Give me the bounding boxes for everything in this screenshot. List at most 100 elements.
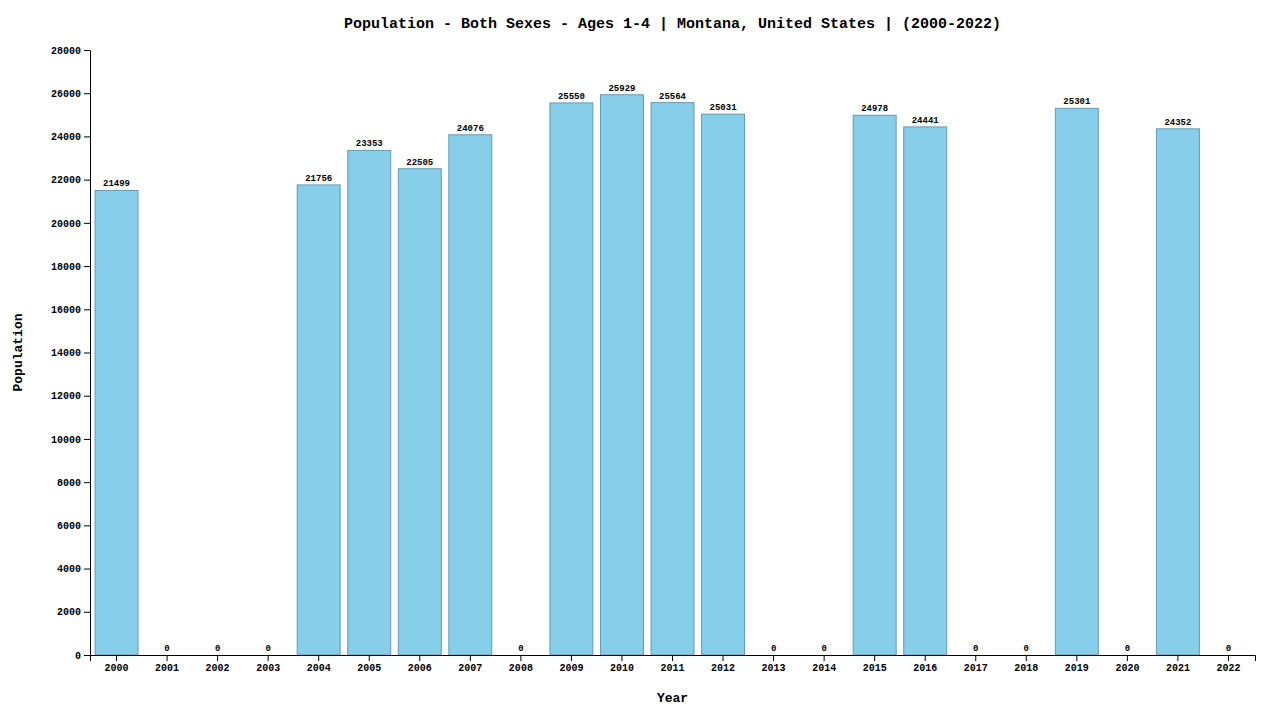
y-tick-label: 6000: [57, 521, 81, 532]
bar: [398, 169, 441, 655]
data-label: 0: [1024, 644, 1029, 654]
plot: 2000200120022003200420052006200720082009…: [51, 46, 1256, 674]
x-tick-mark: [1026, 655, 1027, 661]
x-tick: 2019: [1065, 655, 1089, 674]
data-label: 24352: [1164, 118, 1191, 128]
x-tick-label: 2000: [105, 663, 129, 674]
bar: [95, 190, 138, 655]
x-tick-label: 2003: [256, 663, 280, 674]
data-label: 21756: [305, 174, 332, 184]
bar: [651, 103, 694, 655]
x-tick: 2014: [812, 655, 836, 674]
bar: [1005, 655, 1048, 656]
y-tick-label: 10000: [51, 435, 81, 446]
y-tick-label: 22000: [51, 175, 81, 186]
x-tick-label: 2013: [762, 663, 786, 674]
x-tick: 2007: [458, 655, 482, 674]
x-tick-label: 2004: [307, 663, 331, 674]
data-label: 0: [265, 644, 270, 654]
y-tick-label: 20000: [51, 219, 81, 230]
y-tick-mark: [84, 309, 90, 310]
x-tick-label: 2016: [913, 663, 937, 674]
y-tick: 18000: [51, 262, 90, 273]
x-tick: 2010: [610, 655, 634, 674]
y-tick-mark: [84, 612, 90, 613]
y-tick: 6000: [57, 521, 90, 532]
x-tick-mark: [1177, 655, 1178, 661]
x-tick: 2018: [1014, 655, 1038, 674]
x-tick: 2016: [913, 655, 937, 674]
bar: [1106, 655, 1149, 656]
x-tick: 2001: [155, 655, 179, 674]
bar: [449, 135, 492, 655]
x-tick-label: 2022: [1216, 663, 1240, 674]
x-tick-label: 2012: [711, 663, 735, 674]
bar: [297, 185, 340, 655]
y-tick-label: 0: [75, 651, 81, 662]
x-tick-mark: [925, 655, 926, 661]
x-tick-mark: [621, 655, 622, 661]
y-tick-label: 8000: [57, 478, 81, 489]
bar: [196, 655, 239, 656]
x-tick-label: 2019: [1065, 663, 1089, 674]
data-label: 25550: [558, 92, 585, 102]
x-tick-mark: [116, 655, 117, 661]
data-label: 24441: [912, 116, 940, 126]
x-tick-label: 2017: [964, 663, 988, 674]
y-tick: 8000: [57, 478, 90, 489]
y-tick-mark: [84, 50, 90, 51]
y-tick-label: 28000: [51, 46, 81, 57]
data-label: 0: [973, 644, 978, 654]
y-tick-label: 2000: [57, 607, 81, 618]
x-tick: 2003: [256, 655, 280, 674]
x-tick-mark: [824, 655, 825, 661]
y-tick-label: 26000: [51, 89, 81, 100]
y-tick-mark: [84, 93, 90, 94]
x-tick-mark: [470, 655, 471, 661]
bar: [1207, 655, 1250, 656]
x-tick-mark: [874, 655, 875, 661]
bar: [954, 655, 997, 656]
y-axis-line: [84, 51, 91, 656]
y-tick: 28000: [51, 46, 90, 57]
data-labels: 2149900021756233532250524076025550259292…: [103, 84, 1231, 654]
bar: [499, 655, 542, 656]
y-tick: 4000: [57, 564, 90, 575]
y-tick-mark: [84, 396, 90, 397]
y-tick-mark: [84, 353, 90, 354]
x-tick-mark: [773, 655, 774, 661]
x-axis-title: Year: [657, 691, 688, 706]
x-tick: 2005: [357, 655, 381, 674]
x-axis-line: [91, 656, 1256, 662]
bars: [95, 95, 1199, 655]
y-tick-mark: [84, 223, 90, 224]
title: Population - Both Sexes - Ages 1-4 | Mon…: [344, 16, 1001, 33]
x-tick-mark: [1127, 655, 1128, 661]
y-tick: 0: [75, 651, 90, 662]
y-tick-mark: [84, 136, 90, 137]
bar: [803, 655, 846, 656]
x-tick-mark: [268, 655, 269, 661]
data-label: 24978: [861, 104, 888, 114]
x-tick: 2006: [408, 655, 432, 674]
bar: [146, 655, 189, 656]
x-tick-label: 2007: [458, 663, 482, 674]
x-tick-mark: [369, 655, 370, 661]
y-tick: 2000: [57, 607, 90, 618]
x-tick: 2008: [509, 655, 533, 674]
y-tick-label: 12000: [51, 391, 81, 402]
x-tick-mark: [1076, 655, 1077, 661]
x-tick-label: 2014: [812, 663, 836, 674]
x-tick-mark: [571, 655, 572, 661]
x-tick: 2011: [660, 655, 684, 674]
bar: [853, 115, 896, 655]
bar: [348, 150, 391, 655]
y-tick: 22000: [51, 175, 90, 186]
x-tick: 2021: [1166, 655, 1190, 674]
y-tick-mark: [84, 180, 90, 181]
x-tick-label: 2010: [610, 663, 634, 674]
x-tick-mark: [1228, 655, 1229, 661]
x-tick-mark: [217, 655, 218, 661]
y-axis: 0200040006000800010000120001400016000180…: [51, 46, 91, 662]
y-tick-mark: [84, 482, 90, 483]
